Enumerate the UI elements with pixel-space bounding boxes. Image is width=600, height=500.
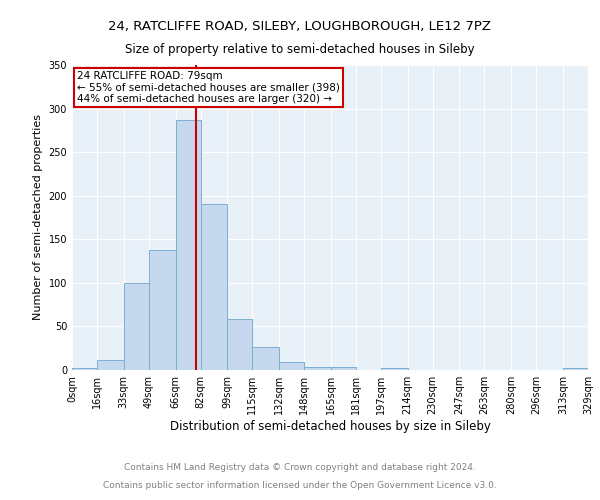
Bar [149,250,176,370]
Bar [381,368,407,370]
Bar [200,204,227,370]
Bar [331,368,356,370]
Text: Contains public sector information licensed under the Open Government Licence v3: Contains public sector information licen… [103,481,497,490]
Bar [227,320,253,370]
Text: Contains HM Land Registry data © Crown copyright and database right 2024.: Contains HM Land Registry data © Crown c… [124,464,476,472]
Text: 24, RATCLIFFE ROAD, SILEBY, LOUGHBOROUGH, LE12 7PZ: 24, RATCLIFFE ROAD, SILEBY, LOUGHBOROUGH… [109,20,491,33]
Bar [279,362,304,370]
Bar [304,368,331,370]
Bar [176,120,200,370]
Bar [97,360,124,370]
Y-axis label: Number of semi-detached properties: Number of semi-detached properties [33,114,43,320]
Bar [72,368,97,370]
Text: Size of property relative to semi-detached houses in Sileby: Size of property relative to semi-detach… [125,42,475,56]
X-axis label: Distribution of semi-detached houses by size in Sileby: Distribution of semi-detached houses by … [170,420,490,433]
Bar [563,368,588,370]
Bar [124,283,149,370]
Bar [253,348,279,370]
Text: 24 RATCLIFFE ROAD: 79sqm
← 55% of semi-detached houses are smaller (398)
44% of : 24 RATCLIFFE ROAD: 79sqm ← 55% of semi-d… [77,71,340,104]
